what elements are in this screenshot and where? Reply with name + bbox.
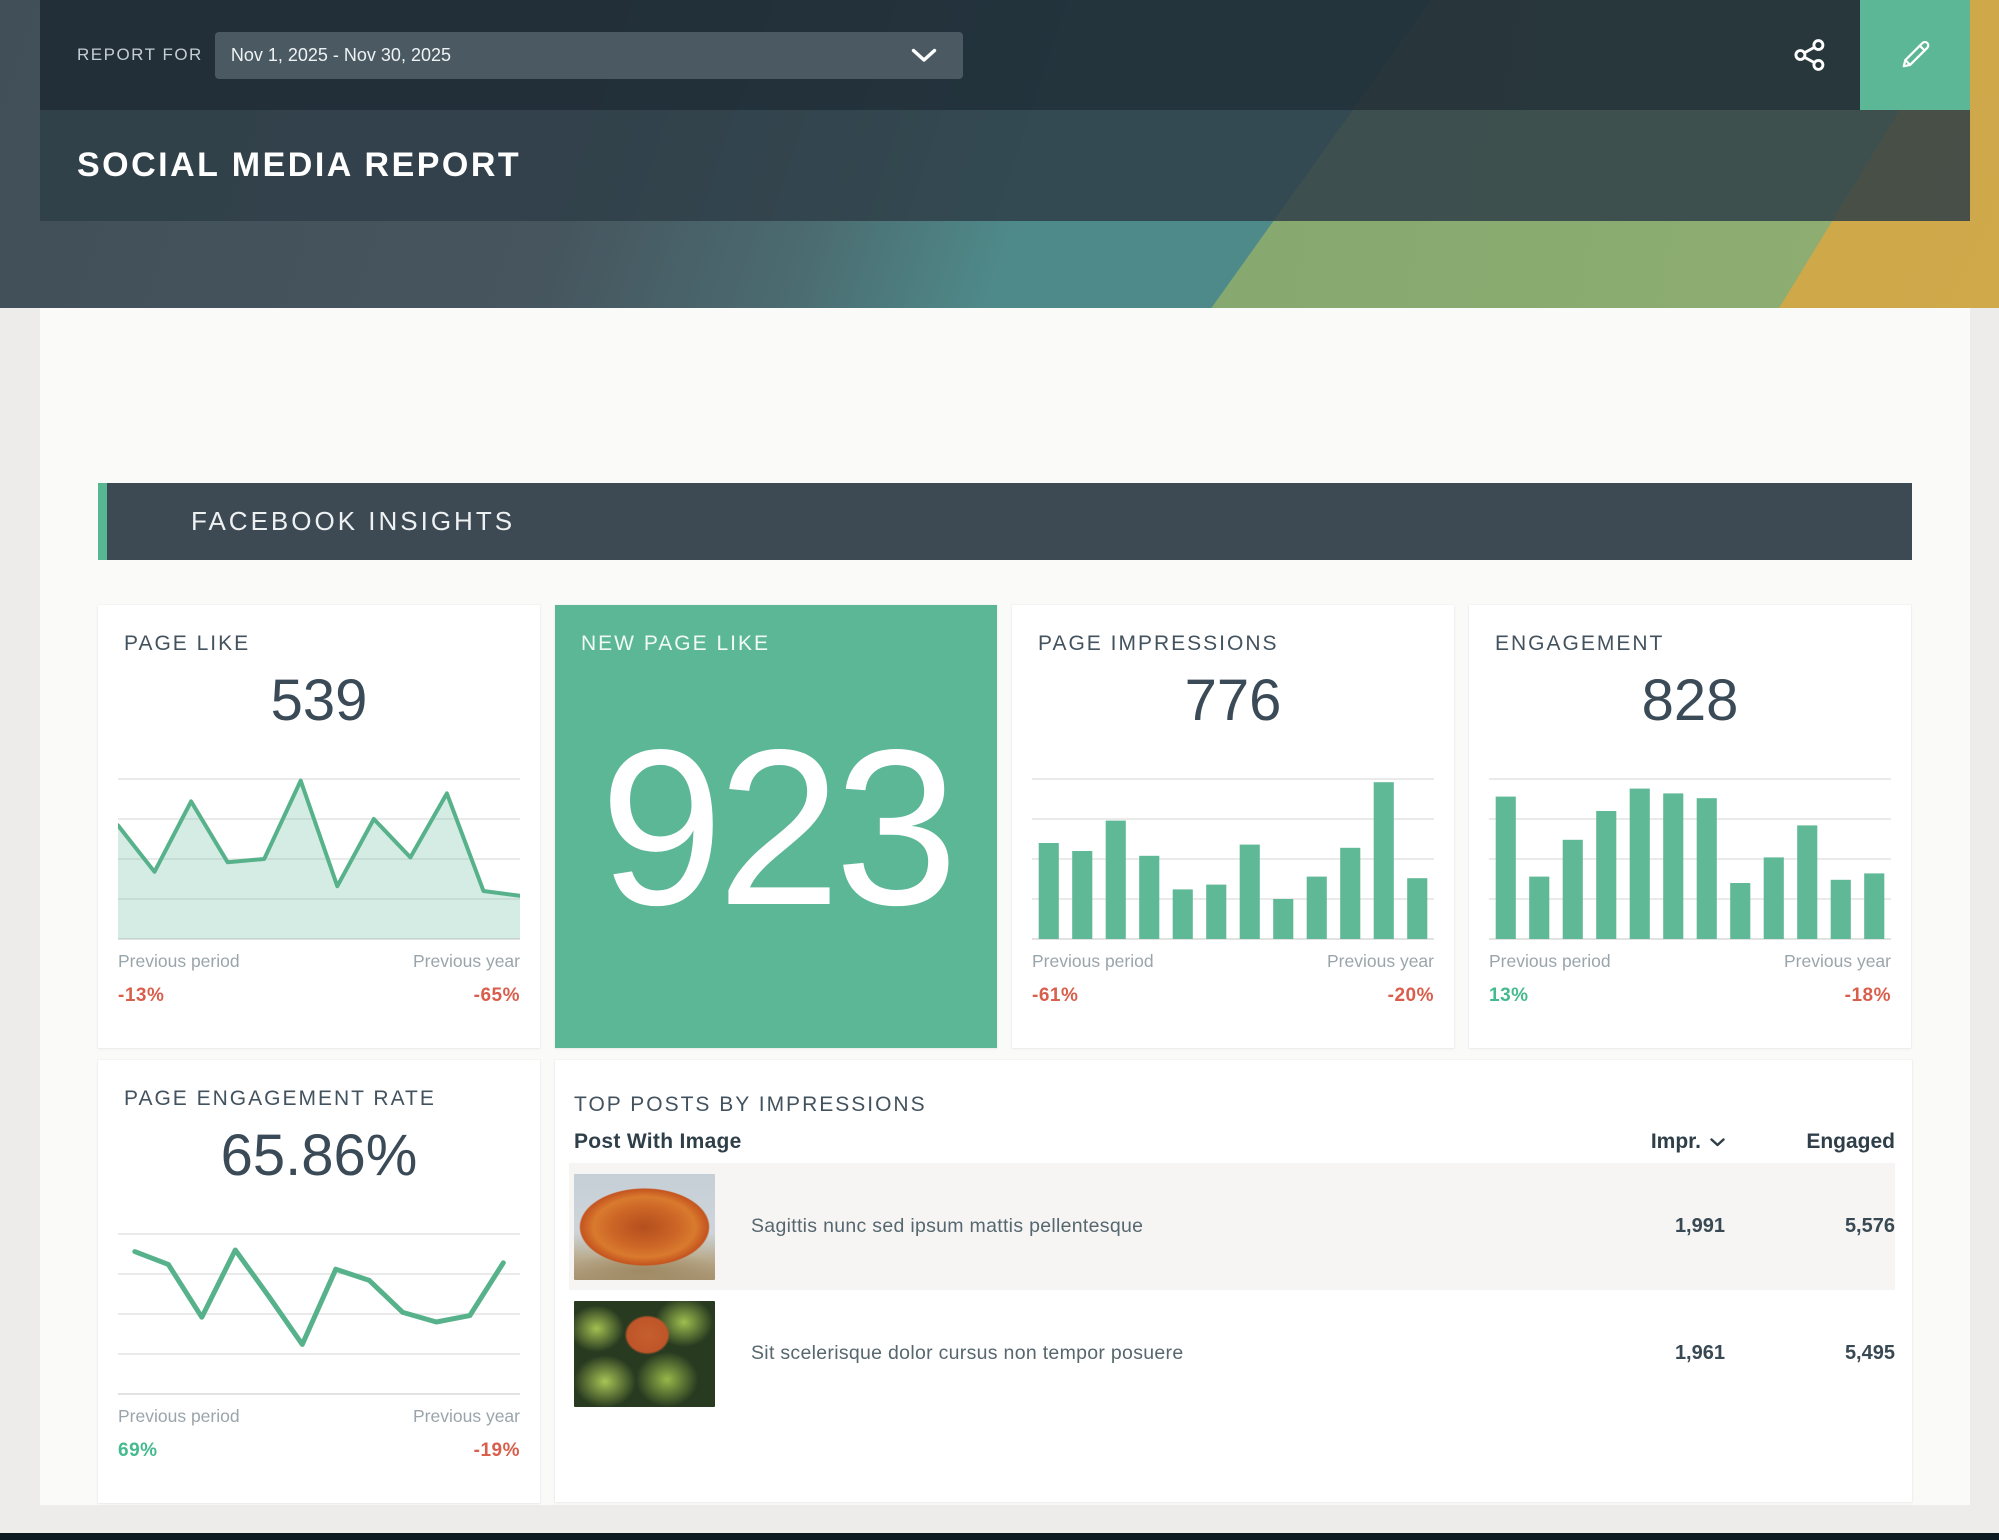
post-engaged-value: 5,495	[1745, 1342, 1895, 1365]
kpi-card-engagement: ENGAGEMENT 828 Previous period Previous …	[1469, 605, 1911, 1048]
previous-year-label: Previous year	[1327, 951, 1434, 972]
kpi-title: PAGE IMPRESSIONS	[1038, 632, 1279, 656]
edit-report-button[interactable]	[1860, 0, 1970, 110]
date-range-dropdown[interactable]: Nov 1, 2025 - Nov 30, 2025	[215, 32, 963, 79]
kpi-comparison: Previous period Previous year -13% -65%	[118, 951, 520, 1007]
kpi-card-page-like: PAGE LIKE 539 Previous period Previous y…	[98, 605, 540, 1048]
chevron-down-icon	[1710, 1138, 1725, 1147]
previous-period-value: -13%	[118, 985, 164, 1007]
previous-period-value: 13%	[1489, 985, 1529, 1007]
top-posts-rows: Sagittis nunc sed ipsum mattis pellentes…	[569, 1163, 1895, 1417]
kpi-comparison: Previous period Previous year -61% -20%	[1032, 951, 1434, 1007]
share-button[interactable]	[1760, 0, 1860, 110]
post-text: Sit scelerisque dolor cursus non tempor …	[751, 1342, 1585, 1365]
post-text: Sagittis nunc sed ipsum mattis pellentes…	[751, 1215, 1585, 1238]
previous-period-value: -61%	[1032, 985, 1078, 1007]
section-header-facebook-insights: FACEBOOK INSIGHTS	[98, 483, 1912, 560]
column-header-impressions-label: Impr.	[1651, 1130, 1701, 1154]
kpi-comparison: Previous period Previous year 13% -18%	[1489, 951, 1891, 1007]
top-posts-title: TOP POSTS BY IMPRESSIONS	[574, 1093, 927, 1117]
kpi-card-page-impressions: PAGE IMPRESSIONS 776 Previous period Pre…	[1012, 605, 1454, 1048]
column-header-post: Post With Image	[574, 1130, 1585, 1154]
kpi-card-page-engagement-rate: PAGE ENGAGEMENT RATE 65.86% Previous per…	[98, 1060, 540, 1503]
page-title: SOCIAL MEDIA REPORT	[77, 146, 521, 185]
kpi-title: PAGE ENGAGEMENT RATE	[124, 1087, 436, 1111]
previous-period-label: Previous period	[118, 951, 240, 972]
pencil-icon	[1897, 37, 1933, 73]
date-range-value: Nov 1, 2025 - Nov 30, 2025	[231, 45, 911, 66]
column-header-engaged: Engaged	[1745, 1130, 1895, 1154]
previous-year-value: -65%	[474, 985, 520, 1007]
header-toolbar: REPORT FOR Nov 1, 2025 - Nov 30, 2025	[40, 0, 1970, 110]
post-thumbnail-green-leaves	[574, 1301, 715, 1407]
kpi-value: 539	[98, 667, 540, 734]
top-posts-card: TOP POSTS BY IMPRESSIONS Post With Image…	[555, 1060, 1912, 1502]
previous-year-value: -20%	[1388, 985, 1434, 1007]
table-row[interactable]: Sagittis nunc sed ipsum mattis pellentes…	[569, 1163, 1895, 1290]
page-impressions-sparkline-chart	[1032, 777, 1434, 941]
page-like-sparkline-chart	[118, 777, 520, 941]
kpi-title: ENGAGEMENT	[1495, 632, 1664, 656]
post-impressions-value: 1,991	[1585, 1215, 1725, 1238]
kpi-value: 65.86%	[98, 1122, 540, 1189]
engagement-sparkline-chart	[1489, 777, 1891, 941]
post-engaged-value: 5,576	[1745, 1215, 1895, 1238]
previous-year-label: Previous year	[1784, 951, 1891, 972]
previous-year-label: Previous year	[413, 1406, 520, 1427]
kpi-title: PAGE LIKE	[124, 632, 250, 656]
report-titlebar: SOCIAL MEDIA REPORT	[40, 110, 1970, 221]
previous-year-value: -18%	[1845, 985, 1891, 1007]
engagement-rate-sparkline-chart	[118, 1232, 520, 1396]
post-thumbnail-autumn-tree	[574, 1174, 715, 1280]
kpi-card-new-page-like: NEW PAGE LIKE 923	[555, 605, 997, 1048]
previous-period-label: Previous period	[1032, 951, 1154, 972]
table-row[interactable]: Sit scelerisque dolor cursus non tempor …	[569, 1290, 1895, 1417]
previous-period-label: Previous period	[118, 1406, 240, 1427]
report-page: REPORT FOR Nov 1, 2025 - Nov 30, 2025	[0, 0, 1999, 1540]
kpi-comparison: Previous period Previous year 69% -19%	[118, 1406, 520, 1462]
kpi-value: 776	[1012, 667, 1454, 734]
previous-period-value: 69%	[118, 1440, 158, 1462]
previous-period-label: Previous period	[1489, 951, 1611, 972]
report-sheet: FACEBOOK INSIGHTS PAGE LIKE 539 Previous…	[40, 308, 1970, 1505]
previous-year-label: Previous year	[413, 951, 520, 972]
section-title: FACEBOOK INSIGHTS	[191, 506, 515, 537]
bottom-divider	[0, 1533, 1999, 1540]
share-icon	[1792, 37, 1828, 73]
report-for-label: REPORT FOR	[77, 45, 203, 65]
kpi-value: 923	[555, 717, 997, 939]
report-header: REPORT FOR Nov 1, 2025 - Nov 30, 2025	[40, 0, 1970, 221]
column-header-impressions-sort[interactable]: Impr.	[1585, 1130, 1725, 1154]
chevron-down-icon	[911, 48, 937, 63]
previous-year-value: -19%	[474, 1440, 520, 1462]
kpi-value: 828	[1469, 667, 1911, 734]
top-posts-table-header: Post With Image Impr. Engaged	[574, 1126, 1895, 1158]
post-impressions-value: 1,961	[1585, 1342, 1725, 1365]
kpi-title: NEW PAGE LIKE	[581, 632, 770, 656]
